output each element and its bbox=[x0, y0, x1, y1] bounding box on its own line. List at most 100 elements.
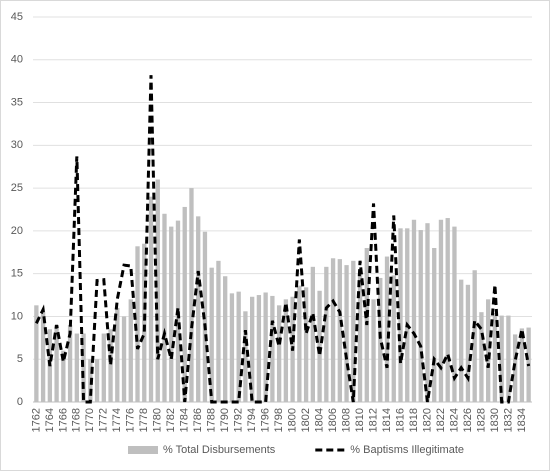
bar bbox=[324, 266, 329, 402]
x-tick-label: 1792 bbox=[233, 408, 245, 432]
x-tick-label: 1790 bbox=[219, 408, 231, 432]
x-tick-label: 1816 bbox=[394, 408, 406, 432]
bar bbox=[398, 228, 403, 402]
bar bbox=[196, 216, 201, 402]
x-tick-label: 1782 bbox=[165, 408, 177, 432]
bar bbox=[249, 296, 255, 402]
bar bbox=[432, 248, 437, 402]
bar bbox=[34, 305, 39, 402]
legend-label: % Total Disbursements bbox=[163, 444, 276, 456]
bar bbox=[479, 312, 484, 402]
bar bbox=[61, 350, 66, 402]
bar bbox=[81, 333, 86, 402]
x-tick-label: 1830 bbox=[489, 408, 501, 432]
x-tick-label: 1770 bbox=[84, 408, 96, 432]
bar bbox=[162, 213, 167, 402]
bar bbox=[425, 223, 430, 402]
x-tick-label: 1794 bbox=[246, 408, 258, 432]
bar bbox=[256, 295, 262, 402]
bar bbox=[486, 299, 491, 402]
bar bbox=[101, 333, 106, 402]
y-tick-label: 10 bbox=[11, 310, 23, 322]
bar bbox=[472, 270, 477, 402]
bar bbox=[418, 230, 423, 402]
x-tick-label: 1826 bbox=[462, 408, 474, 432]
bar bbox=[40, 312, 46, 402]
x-tick-label: 1772 bbox=[98, 408, 110, 432]
y-tick-label: 15 bbox=[11, 268, 23, 280]
x-tick-label: 1764 bbox=[44, 408, 56, 432]
bar bbox=[54, 325, 59, 402]
bar bbox=[330, 258, 336, 402]
bar bbox=[182, 206, 187, 402]
bar bbox=[142, 243, 147, 402]
bar bbox=[74, 333, 79, 402]
bar bbox=[465, 284, 471, 402]
bar bbox=[67, 325, 73, 402]
bar bbox=[135, 246, 140, 402]
line bbox=[35, 75, 531, 404]
bar bbox=[445, 218, 450, 402]
y-tick-label: 40 bbox=[11, 54, 23, 66]
x-tick-label: 1800 bbox=[287, 408, 299, 432]
x-tick-label: 1802 bbox=[300, 408, 312, 432]
y-tick-label: 35 bbox=[11, 96, 23, 108]
y-tick-label: 0 bbox=[17, 396, 23, 408]
y-tick-label: 30 bbox=[11, 139, 23, 151]
bar bbox=[189, 188, 194, 402]
bar bbox=[384, 256, 390, 402]
bar bbox=[121, 316, 127, 402]
x-tick-label: 1774 bbox=[111, 408, 123, 432]
bar bbox=[310, 266, 316, 402]
bar bbox=[391, 275, 396, 402]
x-tick-label: 1788 bbox=[206, 408, 218, 432]
x-tick-label: 1806 bbox=[327, 408, 339, 432]
bar bbox=[115, 307, 120, 402]
x-tick-label: 1812 bbox=[367, 408, 379, 432]
x-tick-label: 1834 bbox=[516, 408, 528, 432]
bar bbox=[94, 359, 100, 402]
bar bbox=[492, 313, 498, 402]
x-tick-label: 1818 bbox=[408, 408, 420, 432]
y-tick-label: 25 bbox=[11, 182, 23, 194]
bar bbox=[148, 196, 154, 402]
x-tick-label: 1828 bbox=[475, 408, 487, 432]
bar bbox=[236, 291, 241, 402]
x-tick-label: 1808 bbox=[340, 408, 352, 432]
bar bbox=[452, 226, 457, 402]
x-tick-label: 1804 bbox=[313, 408, 325, 432]
x-tick-label: 1778 bbox=[138, 408, 150, 432]
y-tick-label: 5 bbox=[17, 353, 23, 365]
bar bbox=[243, 311, 248, 402]
bar bbox=[506, 315, 511, 402]
bar bbox=[411, 219, 417, 402]
x-tick-label: 1780 bbox=[152, 408, 164, 432]
bar bbox=[337, 259, 342, 402]
bar bbox=[378, 277, 383, 402]
bar bbox=[229, 293, 235, 402]
x-tick-label: 1768 bbox=[71, 408, 83, 432]
bar bbox=[108, 329, 113, 402]
x-tick-label: 1762 bbox=[30, 408, 42, 432]
bar bbox=[128, 299, 133, 402]
x-tick-label: 1776 bbox=[125, 408, 137, 432]
x-tick-label: 1810 bbox=[354, 408, 366, 432]
bar bbox=[317, 290, 322, 402]
bar bbox=[155, 179, 160, 402]
x-tick-label: 1824 bbox=[448, 408, 460, 432]
bar bbox=[459, 279, 464, 402]
bar bbox=[351, 260, 356, 402]
x-tick-label: 1820 bbox=[421, 408, 433, 432]
x-tick-label: 1798 bbox=[273, 408, 285, 432]
bar bbox=[270, 295, 275, 402]
bar bbox=[438, 219, 444, 402]
bar bbox=[209, 267, 214, 402]
x-tick-label: 1814 bbox=[381, 408, 393, 432]
bar bbox=[344, 265, 349, 402]
y-tick-label: 20 bbox=[11, 225, 23, 237]
legend-swatch bbox=[128, 446, 158, 454]
bar bbox=[263, 292, 268, 402]
bar bbox=[303, 287, 309, 402]
